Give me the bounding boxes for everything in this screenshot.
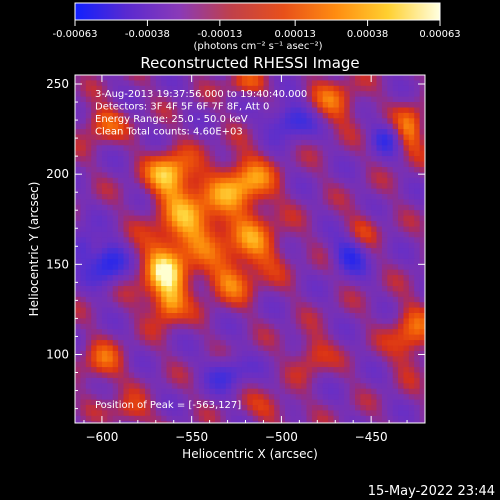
y-tick-label: 150 xyxy=(46,257,69,271)
annotations: 3-Aug-2013 19:37:56.000 to 19:40:40.000 D… xyxy=(95,89,307,138)
x-tick-label: −550 xyxy=(175,430,208,444)
x-tick-label: −500 xyxy=(265,430,298,444)
annotation-line: Energy Range: 25.0 - 50.0 keV xyxy=(95,114,248,125)
x-tick-label: −450 xyxy=(355,430,388,444)
chart-title: Reconstructed RHESSI Image xyxy=(140,54,359,72)
annotation-line: Detectors: 3F 4F 5F 6F 7F 8F, Att 0 xyxy=(95,102,269,113)
colorbar-tick-label: -0.00038 xyxy=(125,29,170,40)
colorbar-tick-label: 0.00063 xyxy=(419,29,460,40)
footer-timestamp: 15-May-2022 23:44 xyxy=(368,484,495,499)
y-tick-label: 200 xyxy=(46,167,69,181)
colorbar-tick-label: -0.00063 xyxy=(53,29,98,40)
annotation-line: Clean Total counts: 4.60E+03 xyxy=(95,127,243,138)
annotation-line: 3-Aug-2013 19:37:56.000 to 19:40:40.000 xyxy=(95,89,307,100)
y-axis-label: Heliocentric Y (arcsec) xyxy=(27,182,41,317)
y-tick-label: 250 xyxy=(46,77,69,91)
colorbar-tick-label: 0.00013 xyxy=(274,29,315,40)
colorbar-tick-label: 0.00038 xyxy=(347,29,388,40)
heatmap-image xyxy=(75,75,425,423)
x-axis-label: Heliocentric X (arcsec) xyxy=(182,447,318,461)
colorbar xyxy=(75,3,440,20)
colorbar-frame xyxy=(74,2,441,21)
x-axis-ticks: −600 −550 −500 −450 xyxy=(83,75,426,444)
y-tick-label: 100 xyxy=(46,347,69,361)
y-axis-ticks: 100 150 200 250 xyxy=(46,77,425,410)
peak-position-label: Position of Peak = [-563,127] xyxy=(95,400,241,411)
colorbar-ticks: -0.00063 -0.00038 -0.00013 0.00013 0.00038 0.… xyxy=(53,20,461,40)
colorbar-tick-label: -0.00013 xyxy=(197,29,242,40)
x-tick-label: −600 xyxy=(85,430,118,444)
plot-frame xyxy=(74,74,426,424)
colorbar-units: (photons cm⁻² s⁻¹ asec⁻²) xyxy=(193,41,322,52)
